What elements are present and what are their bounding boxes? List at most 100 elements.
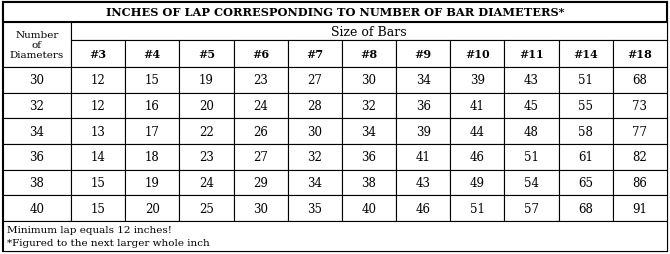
Bar [396,93,450,119]
Text: 30: 30 [29,74,44,87]
Bar [125,196,180,221]
Text: 65: 65 [578,176,593,189]
Text: 30: 30 [362,74,377,87]
Text: 55: 55 [578,100,593,113]
Text: 27: 27 [253,151,268,164]
Bar [3,145,71,170]
Text: 43: 43 [524,74,539,87]
Bar [342,196,396,221]
Bar [396,119,450,145]
Text: 68: 68 [632,74,647,87]
Text: #14: #14 [574,49,598,60]
Bar [450,68,505,93]
Text: 17: 17 [145,125,159,138]
Text: #9: #9 [415,49,431,60]
Bar [505,41,559,68]
Text: 36: 36 [362,151,377,164]
Bar [505,145,559,170]
Text: 16: 16 [145,100,159,113]
Text: 30: 30 [253,202,268,215]
Bar [234,170,287,196]
Bar [3,68,71,93]
Text: 43: 43 [415,176,431,189]
Bar [125,119,180,145]
Bar [450,145,505,170]
Text: 12: 12 [90,74,105,87]
Text: 22: 22 [199,125,214,138]
Bar [71,41,125,68]
Text: 34: 34 [415,74,431,87]
Text: 25: 25 [199,202,214,215]
Bar [396,196,450,221]
Bar [613,196,667,221]
Text: 86: 86 [632,176,647,189]
Text: 61: 61 [578,151,593,164]
Text: 34: 34 [362,125,377,138]
Text: 18: 18 [145,151,159,164]
Bar [559,119,613,145]
Bar [559,196,613,221]
Text: #3: #3 [90,49,107,60]
Text: 44: 44 [470,125,485,138]
Bar [125,41,180,68]
Bar [234,196,287,221]
Text: 27: 27 [308,74,322,87]
Bar [234,119,287,145]
Text: 39: 39 [415,125,431,138]
Bar [287,41,342,68]
Text: 26: 26 [253,125,268,138]
Bar [450,170,505,196]
Bar [234,93,287,119]
Text: 38: 38 [362,176,377,189]
Bar [180,170,234,196]
Text: 30: 30 [308,125,322,138]
Bar [71,119,125,145]
Text: #11: #11 [519,49,544,60]
Text: 41: 41 [416,151,431,164]
Bar [613,93,667,119]
Text: 68: 68 [578,202,593,215]
Bar [450,119,505,145]
Text: 14: 14 [90,151,106,164]
Text: 19: 19 [199,74,214,87]
Text: 45: 45 [524,100,539,113]
Bar [396,145,450,170]
Bar [180,68,234,93]
Bar [559,170,613,196]
Bar [287,119,342,145]
Text: 36: 36 [29,151,44,164]
Text: 20: 20 [199,100,214,113]
Text: 35: 35 [308,202,322,215]
Bar [71,145,125,170]
Bar [559,145,613,170]
Bar [559,68,613,93]
Bar [613,41,667,68]
Bar [450,93,505,119]
Text: #8: #8 [360,49,378,60]
Text: 49: 49 [470,176,485,189]
Text: 28: 28 [308,100,322,113]
Text: #18: #18 [628,49,653,60]
Text: #5: #5 [198,49,215,60]
Text: 48: 48 [524,125,539,138]
Text: 46: 46 [470,151,485,164]
Text: 41: 41 [470,100,485,113]
Bar [125,145,180,170]
Bar [342,170,396,196]
Text: 57: 57 [524,202,539,215]
Text: 38: 38 [29,176,44,189]
Text: 15: 15 [90,202,106,215]
Text: 77: 77 [632,125,647,138]
Bar [71,196,125,221]
Text: 36: 36 [415,100,431,113]
Text: 91: 91 [632,202,647,215]
Bar [342,41,396,68]
Text: 32: 32 [29,100,44,113]
Bar [287,196,342,221]
Bar [180,93,234,119]
Bar [450,41,505,68]
Bar [3,23,71,68]
Bar [613,170,667,196]
Bar [287,93,342,119]
Bar [287,170,342,196]
